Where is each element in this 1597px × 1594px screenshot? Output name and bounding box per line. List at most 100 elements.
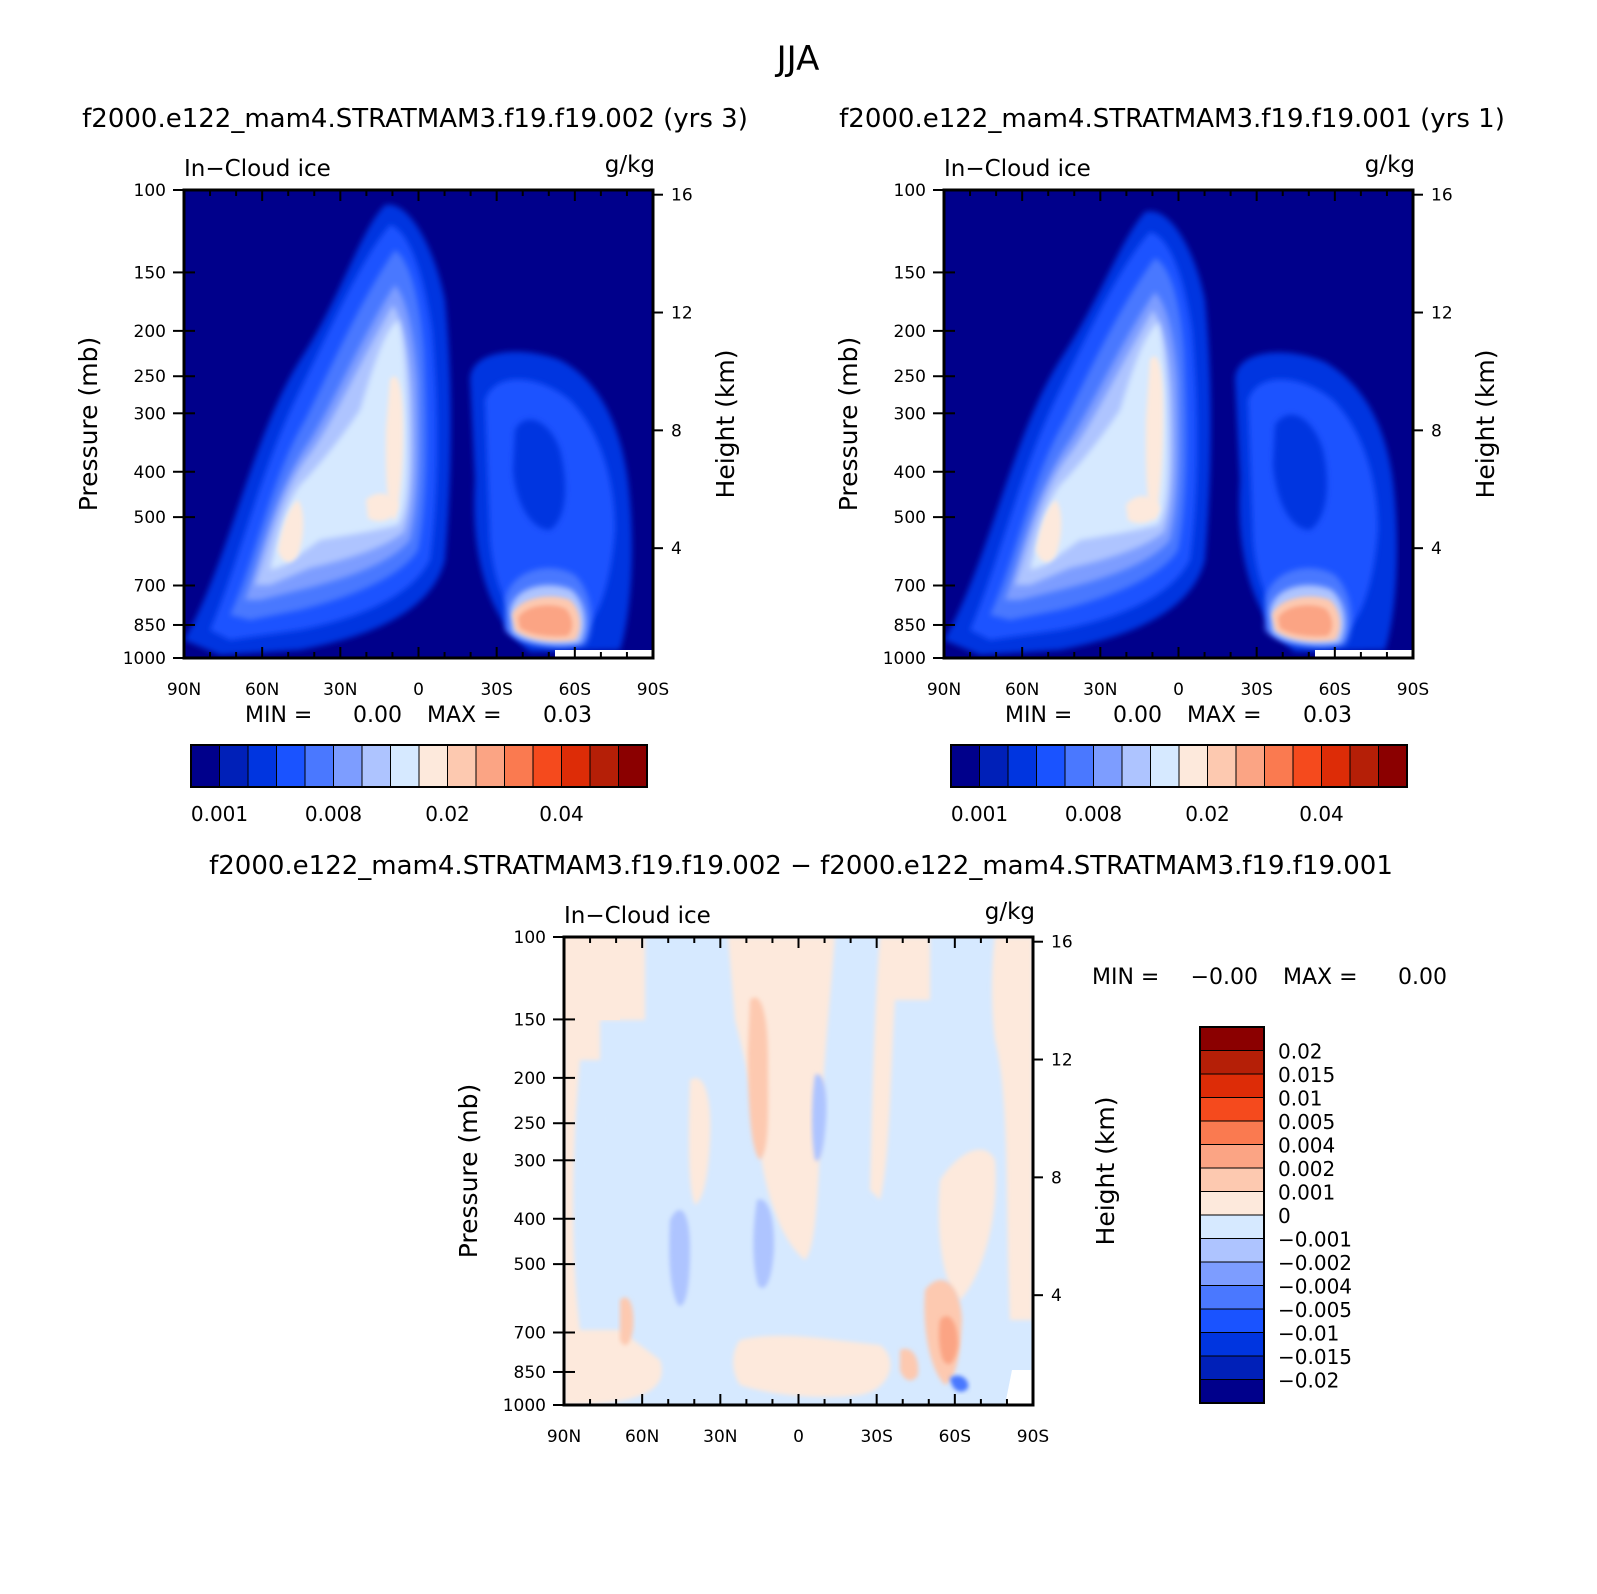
y-tick-label: 400 [894,463,926,483]
y-tick-label: 400 [134,463,166,483]
colorbar-label: 0.015 [1278,1063,1335,1087]
colorbar-frame [1199,1026,1265,1404]
colorbar-swatch [1199,1308,1265,1333]
axes: 90N 60N 30N 0 30S 60S 90S 100 150 200 250 300 400 500… [503,928,1073,1447]
x-tick-label: 60S [1319,680,1351,700]
colorbar-label: −0.001 [1278,1228,1352,1252]
colorbar-swatch [1036,744,1066,788]
colorbar-swatch [1064,744,1094,788]
max-label: MAX = [1283,965,1358,990]
y-tick-label: 250 [514,1114,546,1134]
colorbar-swatch [532,744,562,788]
y-tick-label: 200 [894,322,926,342]
min-value: −0.00 [1191,965,1258,990]
colorbar-swatch [1199,1261,1265,1286]
colorbar-swatch [1264,744,1294,788]
x-tick-label: 60S [939,1427,971,1447]
colorbar-label: −0.004 [1278,1275,1352,1299]
colorbar-swatch [361,744,391,788]
colorbar-label: 0.004 [1278,1134,1335,1158]
colorbar-label: 0.04 [1299,802,1344,826]
y-tick-label: 100 [894,181,926,201]
colorbar-swatch [1235,744,1265,788]
colorbar-swatch [1199,1285,1265,1310]
colorbar-swatch [1199,1355,1265,1380]
colorbar-swatch [333,744,363,788]
colorbar-label: 0 [1278,1204,1291,1228]
colorbar-label: 0.001 [1278,1181,1335,1205]
colorbar-swatch [504,744,534,788]
colorbar-label: −0.002 [1278,1251,1352,1275]
variable-label: In−Cloud ice [564,903,711,929]
y-right-tick-label: 8 [671,421,682,441]
x-tick-label: 0 [1173,680,1184,700]
x-tick-label: 60S [559,680,591,700]
y-right-tick-label: 4 [1431,539,1442,559]
y-tick-label: 850 [514,1363,546,1383]
colorbar-swatch [618,744,648,788]
y-right-tick-label: 12 [671,304,693,324]
x-tick-label: 30N [323,680,357,700]
y-right-tick-label: 8 [1431,421,1442,441]
diff-title: f2000.e122_mam4.STRATMAM3.f19.f19.002 − … [209,851,1393,881]
x-tick-label: 60N [625,1427,659,1447]
colorbar-swatch [1199,1191,1265,1216]
colorbar-swatch [1321,744,1351,788]
colorbar-label: 0.01 [1278,1087,1323,1111]
colorbar-swatch [304,744,334,788]
y-tick-label: 150 [134,263,166,283]
y-tick-label: 250 [894,367,926,387]
x-tick-label: 90S [1017,1427,1049,1447]
min-value: 0.00 [1113,703,1162,728]
y-right-axis-title: Height (km) [711,350,740,499]
y-tick-label: 500 [134,508,166,528]
colorbar-swatch [561,744,591,788]
y-tick-label: 200 [514,1069,546,1089]
x-tick-label: 0 [793,1427,804,1447]
x-tick-label: 60N [1005,680,1039,700]
max-value: 0.00 [1398,965,1447,990]
y-right-tick-label: 4 [671,539,682,559]
y-tick-label: 100 [514,928,546,948]
y-right-axis-title: Height (km) [1471,350,1500,499]
y-tick-label: 150 [894,263,926,283]
colorbar-swatch [219,744,249,788]
y-tick-label: 100 [134,181,166,201]
axes: 90N 60N 30N 0 30S 60S 90S 100 150 200 250 300 400 500… [883,181,1453,700]
colorbar-label: 0.02 [425,802,470,826]
panel-case-b: 90N 60N 30N 0 30S 60S 90S 100 150 200 250 300 400 500… [834,152,1500,826]
variable-label: In−Cloud ice [184,156,331,182]
x-tick-label: 90N [927,680,961,700]
min-label: MIN = [1005,703,1072,728]
colorbar-swatch [1199,1097,1265,1122]
colorbar-label: 0.008 [305,802,362,826]
max-value: 0.03 [1303,703,1352,728]
colorbar-frame [950,744,1408,788]
max-label: MAX = [1187,703,1262,728]
colorbar-swatch [190,744,220,788]
y-tick-label: 1000 [503,1396,546,1416]
case-b-title: f2000.e122_mam4.STRATMAM3.f19.f19.001 (y… [839,104,1505,134]
colorbar-swatch [390,744,420,788]
y-axis-title: Pressure (mb) [74,337,103,511]
colorbar: 0.020.0150.010.0050.0040.0020.0010−0.001… [1199,1026,1352,1404]
min-value: 0.00 [353,703,402,728]
colorbar-swatch [1199,1379,1265,1404]
colorbar-swatch [1199,1167,1265,1192]
colorbar-label: 0.001 [191,802,248,826]
y-tick-label: 500 [514,1255,546,1275]
y-tick-label: 700 [514,1324,546,1344]
x-tick-label: 90S [637,680,669,700]
y-right-tick-label: 12 [1431,304,1453,324]
y-tick-label: 1000 [123,649,166,669]
y-tick-label: 250 [134,367,166,387]
colorbar-swatch [979,744,1009,788]
y-tick-label: 1000 [883,649,926,669]
y-right-tick-label: 16 [1051,933,1073,953]
case-a-title: f2000.e122_mam4.STRATMAM3.f19.f19.002 (y… [82,104,748,134]
colorbar-label: 0.02 [1278,1040,1323,1064]
contour-fill [944,211,1413,658]
y-tick-label: 850 [134,616,166,636]
max-value: 0.03 [543,703,592,728]
x-tick-label: 30S [860,1427,892,1447]
